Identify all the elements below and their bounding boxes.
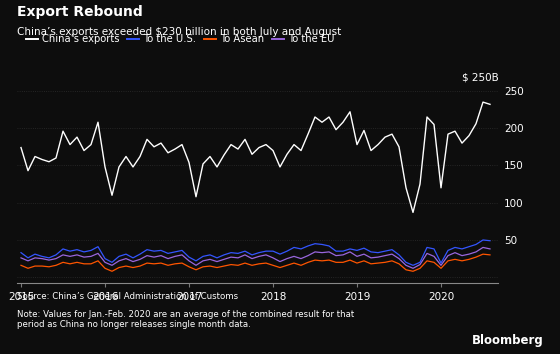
Text: China’s exports exceeded $230 billion in both July and August: China’s exports exceeded $230 billion in… [17, 27, 341, 36]
Text: $ 250B: $ 250B [461, 73, 498, 83]
Text: Note: Values for Jan.-Feb. 2020 are an average of the combined result for that
p: Note: Values for Jan.-Feb. 2020 are an a… [17, 310, 354, 329]
Text: Source: China’s General Administration of Customs: Source: China’s General Administration o… [17, 292, 238, 301]
Legend: China’s exports, To the U.S., To Asean, To the EU: China’s exports, To the U.S., To Asean, … [22, 30, 339, 48]
Text: Export Rebound: Export Rebound [17, 5, 143, 19]
Text: Bloomberg: Bloomberg [472, 334, 543, 347]
